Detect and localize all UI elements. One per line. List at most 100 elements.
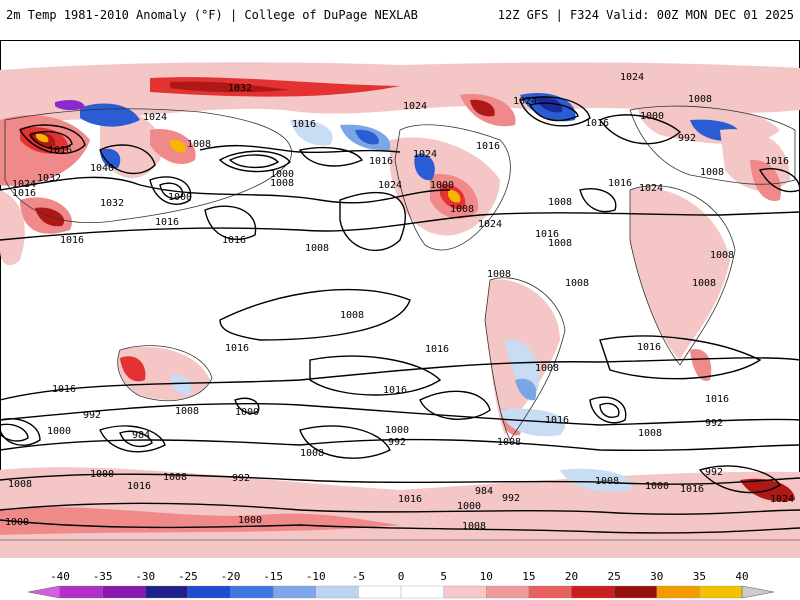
warm-anomaly-region	[630, 188, 730, 360]
isobar-label: 992	[678, 133, 696, 144]
warm-anomaly-region	[120, 356, 146, 382]
isobar-label: 1016	[608, 178, 632, 189]
warm-anomaly-region	[35, 207, 65, 227]
cold-anomaly-region	[100, 148, 121, 169]
isobar-label: 1000	[5, 517, 29, 528]
isobar-label: 1008	[710, 250, 734, 261]
isobar-label: 1032	[228, 83, 252, 94]
isobar-label: 1016	[398, 494, 422, 505]
cold-anomaly-region	[500, 408, 566, 437]
isobar-label: 992	[705, 467, 723, 478]
header: 2m Temp 1981-2010 Anomaly (°F) | College…	[0, 0, 800, 30]
isobar-label: 1008	[595, 476, 619, 487]
isobar-label: 1016	[476, 141, 500, 152]
colorbar-swatch	[571, 585, 615, 599]
isobar-label: 1008	[688, 94, 712, 105]
colorbar-tick-label: 10	[479, 570, 493, 583]
isobar-label: 1040	[90, 163, 114, 174]
isobar-label: 1008	[548, 238, 572, 249]
isobar-label: 1016	[292, 119, 316, 130]
isobar-label: 1024	[620, 72, 644, 83]
isobar-label: 1016	[765, 156, 789, 167]
isobar-label: 1008	[175, 406, 199, 417]
isobar-label: 1008	[450, 204, 474, 215]
colorbar-swatch	[187, 585, 231, 599]
cold-anomaly-region	[560, 468, 632, 492]
colorbar-tick-label: 20	[564, 570, 579, 583]
colorbar-swatch	[145, 585, 189, 599]
isobar-label: 1008	[700, 167, 724, 178]
isobar-label: 1008	[187, 139, 211, 150]
isobar-label: 1016	[48, 145, 72, 156]
coastlines	[0, 105, 800, 541]
isobar-contours	[0, 96, 800, 534]
colorbar-swatch	[486, 585, 530, 599]
warm-anomaly-region	[750, 159, 781, 201]
colorbar-arrow-low	[27, 585, 61, 599]
colorbar-tick-label: -15	[263, 570, 284, 583]
isobar-label: 1000	[640, 111, 664, 122]
cold-anomaly-region	[535, 97, 563, 113]
isobar-label: 1000	[47, 426, 71, 437]
isobar-label: 1016	[545, 415, 569, 426]
colorbar-tick-label: 15	[522, 570, 536, 583]
isobar-label: 1024	[403, 101, 427, 112]
isobar-label: 1016	[222, 235, 246, 246]
isobar-label: 1008	[535, 363, 559, 374]
isobar-label: 992	[502, 493, 520, 504]
map-panel: 1024 1032 1024 1024 1008 1016 1024 1016 …	[0, 40, 800, 558]
colorbar-swatch	[699, 585, 743, 599]
isobar-label: 1016	[60, 235, 84, 246]
isobar-label: 1016	[425, 344, 449, 355]
isobar-label: 1032	[37, 173, 61, 184]
isobar-label: 1024	[143, 112, 167, 123]
colorbar-swatch	[272, 585, 316, 599]
isobar-label: 1016	[12, 188, 36, 199]
colorbar-swatch	[315, 585, 359, 599]
isobar-label: 1008	[300, 448, 324, 459]
colorbar-swatch	[528, 585, 572, 599]
isobar-label: 992	[388, 437, 406, 448]
isobar-label: 1008	[692, 278, 716, 289]
anomaly-map: 1024 1032 1024 1024 1008 1016 1024 1016 …	[0, 40, 800, 558]
map-title: 2m Temp 1981-2010 Anomaly (°F) | College…	[6, 8, 418, 22]
isobar-label: 1008	[548, 197, 572, 208]
isobar-label: 1016	[680, 484, 704, 495]
isobar-label: 1008	[8, 479, 32, 490]
isobar-label: 1016	[52, 384, 76, 395]
isobar-label: 992	[83, 410, 101, 421]
isobar-label: 1016	[225, 343, 249, 354]
isobar-label: 1000	[645, 481, 669, 492]
cold-anomaly-region	[505, 339, 540, 393]
isobar-label: 1016	[369, 156, 393, 167]
isobar-label: 984	[475, 486, 493, 497]
colorbar-tick-label: -20	[220, 570, 241, 583]
colorbar-tick-label: 25	[607, 570, 621, 583]
colorbar-tick-label: -40	[50, 570, 70, 583]
warm-anomaly-region	[690, 349, 712, 381]
isobar-label: 1000	[168, 192, 192, 203]
isobar-label: 992	[232, 473, 250, 484]
isobar-label: 1024	[478, 219, 502, 230]
colorbar-swatch	[230, 585, 274, 599]
colorbar-tick-label: -35	[92, 570, 113, 583]
isobar-label: 1008	[270, 178, 294, 189]
isobar-label: 1000	[90, 469, 114, 480]
isobar-label: 1008	[462, 521, 486, 532]
isobar-label: 1016	[637, 342, 661, 353]
colorbar-scale	[27, 585, 775, 599]
colorbar-swatch	[59, 585, 103, 599]
cold-anomaly-region	[170, 374, 192, 396]
colorbar-legend: -40 -35 -30 -25 -20 -15 -10 -5 0 5 10 15 20 25 30 35 40	[0, 570, 800, 600]
colorbar-arrow-high	[741, 585, 775, 599]
isobar-label: 1016	[127, 481, 151, 492]
isobar-label: 1008	[340, 310, 364, 321]
colorbar-swatch	[358, 585, 402, 599]
isobar-label: 1024	[378, 180, 402, 191]
isobar-label: 1008	[305, 243, 329, 254]
isobar-labels: 1024 1032 1024 1024 1008 1016 1024 1016 …	[5, 72, 794, 532]
colorbar-tick-label: 0	[397, 570, 405, 583]
isobar-label: 1008	[163, 472, 187, 483]
isobar-label: 1016	[585, 118, 609, 129]
warm-anomaly-region	[170, 139, 186, 153]
